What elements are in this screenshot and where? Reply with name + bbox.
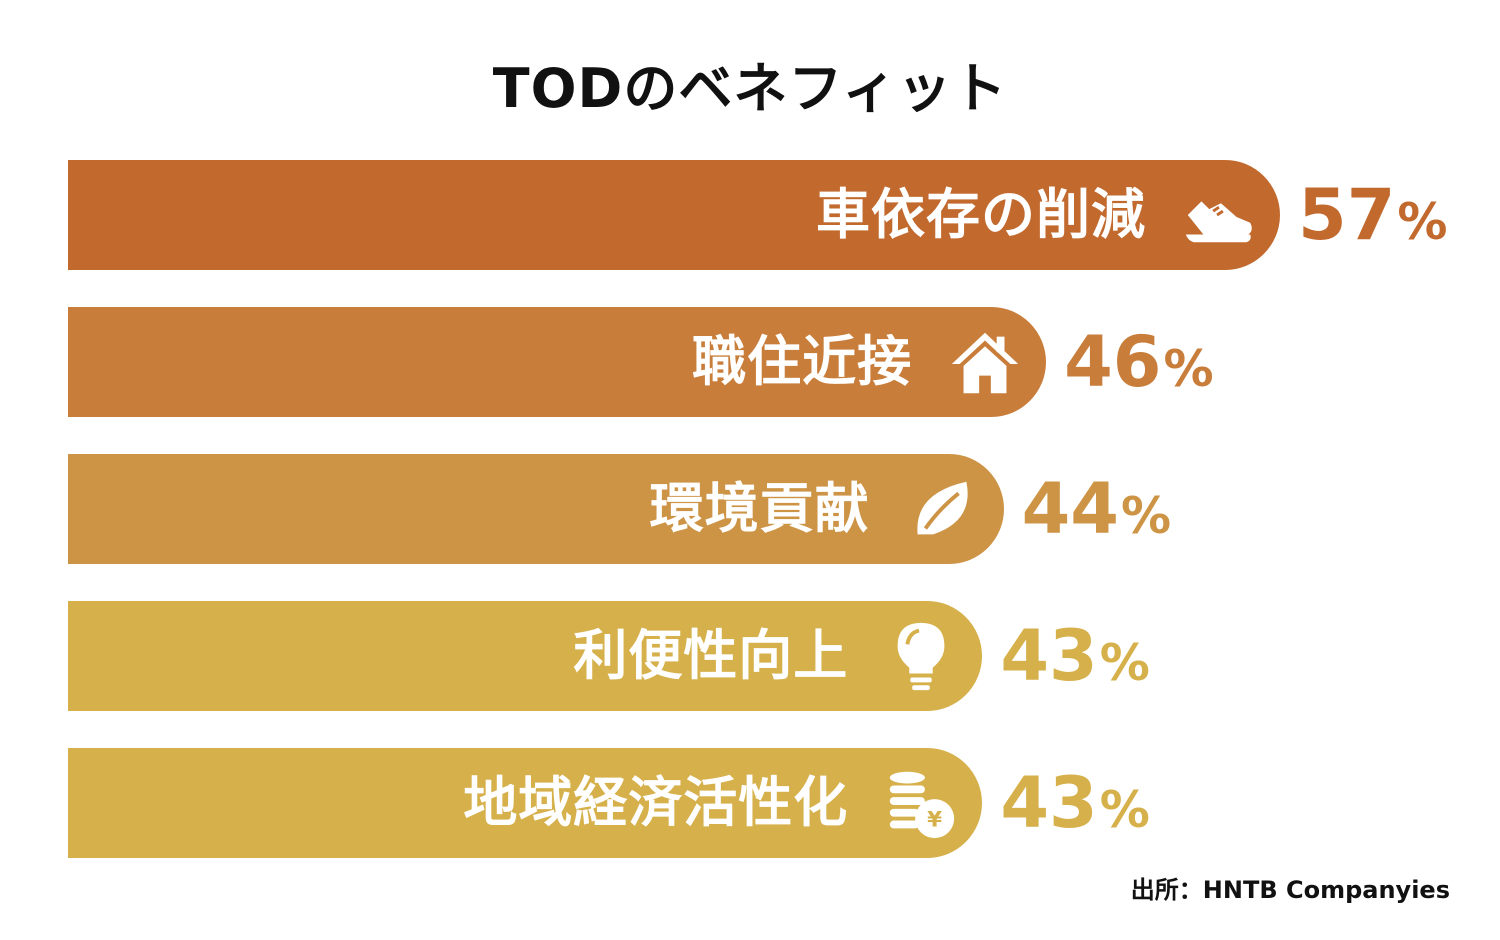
value-percent-sign: % bbox=[1397, 193, 1448, 251]
value-number: 57 bbox=[1298, 174, 1396, 256]
bar-1: 車依存の削減 bbox=[68, 160, 1280, 270]
bar-2: 職住近接 bbox=[68, 307, 1047, 417]
value-label: 43% bbox=[1000, 748, 1150, 858]
svg-text:¥: ¥ bbox=[928, 807, 943, 832]
source-note: 出所：HNTB Companyies bbox=[1130, 876, 1450, 904]
shoe-icon bbox=[1180, 176, 1258, 254]
bar-4: 利便性向上 bbox=[68, 601, 983, 711]
coins-yen-icon: ¥ bbox=[882, 764, 960, 842]
value-percent-sign: % bbox=[1099, 634, 1150, 692]
value-label: 46% bbox=[1064, 307, 1214, 417]
value-label: 57% bbox=[1298, 160, 1448, 270]
value-number: 43 bbox=[1000, 615, 1098, 697]
house-icon bbox=[946, 323, 1024, 401]
lightbulb-icon bbox=[882, 617, 960, 695]
category-label: 地域経済活性化 bbox=[463, 771, 849, 834]
value-percent-sign: % bbox=[1163, 340, 1214, 398]
value-number: 44 bbox=[1021, 468, 1119, 550]
value-label: 43% bbox=[1000, 601, 1150, 711]
bar-3: 環境貢献 bbox=[68, 454, 1004, 564]
value-percent-sign: % bbox=[1099, 781, 1150, 839]
value-number: 46 bbox=[1064, 321, 1162, 403]
bar-5: 地域経済活性化 ¥ bbox=[68, 748, 983, 858]
value-number: 43 bbox=[1000, 762, 1098, 844]
category-label: 車依存の削減 bbox=[816, 183, 1146, 246]
leaf-icon bbox=[904, 470, 982, 548]
category-label: 利便性向上 bbox=[573, 624, 849, 687]
chart-title: TODのベネフィット bbox=[492, 57, 1008, 120]
category-label: 環境貢献 bbox=[649, 477, 870, 540]
value-label: 44% bbox=[1022, 454, 1172, 564]
value-percent-sign: % bbox=[1121, 487, 1172, 545]
category-label: 職住近接 bbox=[692, 330, 913, 393]
